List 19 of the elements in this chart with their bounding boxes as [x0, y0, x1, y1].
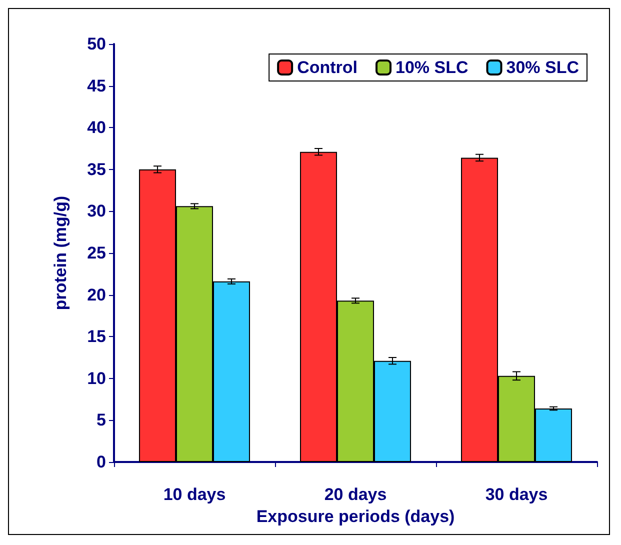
y-axis-title: protein (mg/g): [51, 196, 70, 310]
y-tick-label: 0: [96, 452, 106, 472]
y-tick-label: 50: [87, 34, 106, 54]
y-tick-label: 45: [87, 76, 106, 96]
y-tick-label: 30: [87, 202, 106, 221]
y-tick-label: 40: [87, 118, 106, 138]
y-tick-label: 25: [87, 244, 106, 262]
legend-label: Control: [297, 58, 358, 77]
y-tick-label: 10: [87, 368, 106, 388]
y-tick-label: 5: [96, 410, 106, 430]
y-tick-label: 15: [87, 327, 106, 346]
x-axis-title: Exposure periods (days): [256, 506, 455, 526]
x-tick-label: 30 days: [485, 485, 548, 504]
y-tick-label: 35: [87, 160, 106, 179]
legend-label: 10% SLC: [396, 58, 468, 77]
legend-label: 30% SLC: [506, 58, 579, 77]
x-tick-label: 10 days: [163, 485, 226, 504]
x-tick-label: 20 days: [324, 485, 387, 504]
y-tick-label: 20: [87, 285, 106, 304]
